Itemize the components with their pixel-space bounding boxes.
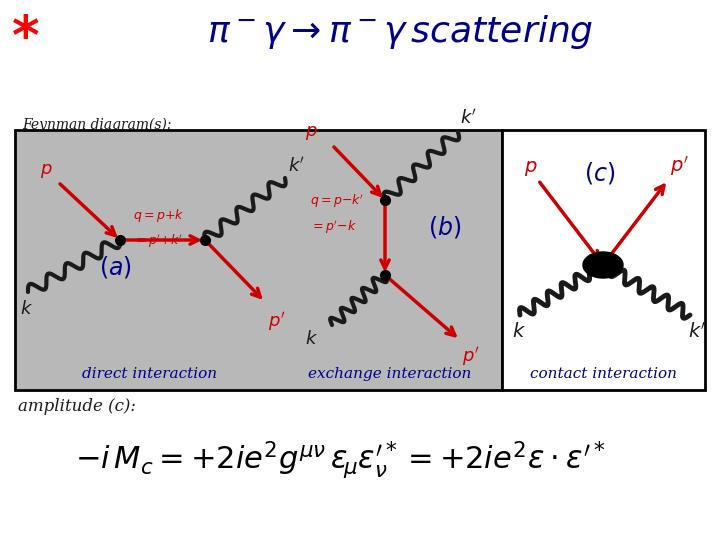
Text: $k'$: $k'$ [460, 109, 477, 128]
Text: $p$: $p$ [40, 162, 53, 180]
Text: $q{=}p{+}k$: $q{=}p{+}k$ [133, 207, 184, 224]
Text: $p'$: $p'$ [462, 345, 480, 368]
Text: $(b)$: $(b)$ [428, 214, 462, 240]
Text: $(a)$: $(a)$ [99, 254, 132, 280]
Text: $k$: $k$ [512, 322, 526, 341]
Text: amplitude (c):: amplitude (c): [18, 398, 136, 415]
Text: $-i\,M_c{=}{+}2ie^2g^{\mu\nu}\,\varepsilon_{\!\mu}\varepsilon_{\nu}^{\prime*}{=}: $-i\,M_c{=}{+}2ie^2g^{\mu\nu}\,\varepsil… [75, 440, 605, 481]
Text: $={p'}{+}{k'}$: $={p'}{+}{k'}$ [133, 233, 183, 251]
Text: $={p'}{-}k$: $={p'}{-}k$ [310, 218, 356, 235]
Text: $(c)$: $(c)$ [585, 159, 616, 186]
Bar [15, 130, 502, 390]
Text: *: * [12, 13, 40, 65]
Bar [502, 130, 705, 390]
Text: $p'$: $p'$ [670, 154, 689, 178]
Text: direct interaction: direct interaction [82, 367, 217, 381]
Text: Feynman diagram(s):: Feynman diagram(s): [22, 118, 171, 132]
Text: exchange interaction: exchange interaction [308, 367, 472, 381]
Text: $\pi^-\gamma \rightarrow \pi^-\gamma\,scattering$: $\pi^-\gamma \rightarrow \pi^-\gamma\,sc… [207, 13, 593, 51]
Text: $k$: $k$ [305, 330, 318, 348]
Polygon shape [583, 252, 623, 278]
Text: $p$: $p$ [305, 124, 318, 142]
Text: $k'$: $k'$ [288, 157, 305, 176]
Text: $q{=}p{-}{k'}$: $q{=}p{-}{k'}$ [310, 192, 364, 210]
Text: $p'$: $p'$ [268, 310, 286, 333]
Text: $p$: $p$ [524, 159, 538, 178]
Text: $k$: $k$ [20, 300, 33, 318]
Text: contact interaction: contact interaction [529, 367, 677, 381]
Text: $k'$: $k'$ [688, 322, 706, 342]
